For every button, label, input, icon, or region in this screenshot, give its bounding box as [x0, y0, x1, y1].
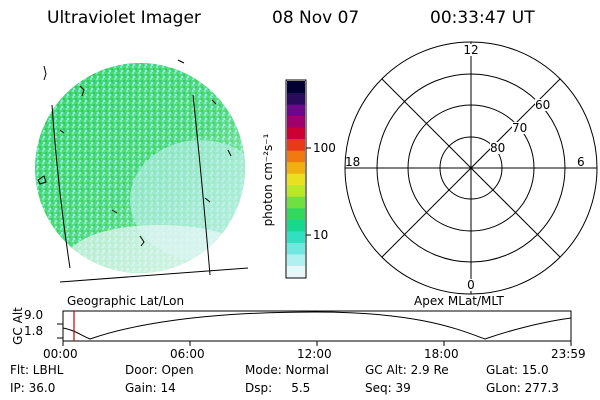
mode-info: Mode: Normal	[245, 363, 329, 377]
geographic-caption: Geographic Lat/Lon	[67, 294, 185, 308]
orbit-ytick-label: 1.8	[24, 324, 44, 338]
mlt-label-18: 18	[345, 155, 361, 169]
orbit-xtick-label: 06:00	[170, 347, 205, 361]
colorbar-segment	[287, 104, 305, 117]
orbit-xtick-label: 00:00	[43, 347, 78, 361]
filter-info: Flt: LBHL	[10, 363, 64, 377]
orbit-ylabel: GC Alt	[11, 307, 25, 345]
mlt-label-12: 12	[462, 43, 480, 57]
orbit-plot	[57, 310, 572, 346]
seq-info: Seq: 39	[365, 381, 411, 395]
colorbar	[285, 79, 311, 279]
meridian-line	[51, 104, 71, 269]
uv-image-disk	[35, 59, 249, 283]
lat-label-60: 60	[535, 98, 551, 112]
glon-info: GLon: 277.3	[486, 381, 559, 395]
colorbar-segment	[287, 115, 305, 128]
lat-label-70: 70	[512, 121, 528, 135]
instrument-title: Ultraviolet Imager	[47, 8, 201, 28]
ip-info: IP: 36.0	[10, 381, 56, 395]
colorbar-segment	[287, 150, 305, 163]
altitude-curve	[62, 311, 572, 340]
glat-info: GLat: 15.0	[486, 363, 549, 377]
colorbar-segment	[287, 161, 305, 174]
colorbar-segment	[287, 81, 305, 94]
coastline	[37, 59, 232, 247]
gain-info: Gain: 14	[125, 381, 176, 395]
colorbar-segment	[287, 253, 305, 266]
colorbar-tick-label-100: 100	[313, 141, 336, 155]
dsp-info: Dsp: 5.5	[245, 381, 311, 395]
colorbar-unit-label: photon cm⁻²s⁻¹	[261, 133, 275, 227]
meridian-line	[192, 94, 211, 276]
colorbar-segment	[287, 184, 305, 197]
colorbar-segment	[287, 230, 305, 243]
colorbar-segment	[287, 196, 305, 209]
colorbar-segment	[287, 173, 305, 186]
date-label: 08 Nov 07	[272, 8, 360, 28]
orbit-xtick-label: 23:59	[551, 347, 586, 361]
colorbar-tick-label-10: 10	[313, 228, 329, 242]
orbit-xtick-label: 12:00	[297, 347, 332, 361]
lat-label-80: 80	[490, 141, 506, 155]
mlt-label-0: 0	[466, 278, 476, 292]
magnetic-caption: Apex MLat/MLT	[414, 294, 504, 308]
gc-alt-info: GC Alt: 2.9 Re	[365, 363, 449, 377]
colorbar-segment	[287, 265, 305, 278]
polar-plot	[344, 41, 598, 295]
colorbar-segment	[287, 219, 305, 232]
orbit-ytick-label: 9.0	[24, 308, 44, 322]
colorbar-segment	[287, 127, 305, 140]
colorbar-segment	[287, 138, 305, 151]
orbit-xtick-label: 18:00	[424, 347, 459, 361]
colorbar-segment	[287, 207, 305, 220]
colorbar-segment	[287, 92, 305, 105]
time-label: 00:33:47 UT	[430, 8, 535, 28]
parallel-line	[59, 267, 249, 283]
door-info: Door: Open	[125, 363, 194, 377]
mlt-line-diag	[381, 78, 561, 258]
mlt-label-6: 6	[577, 155, 585, 169]
colorbar-segment	[287, 242, 305, 255]
